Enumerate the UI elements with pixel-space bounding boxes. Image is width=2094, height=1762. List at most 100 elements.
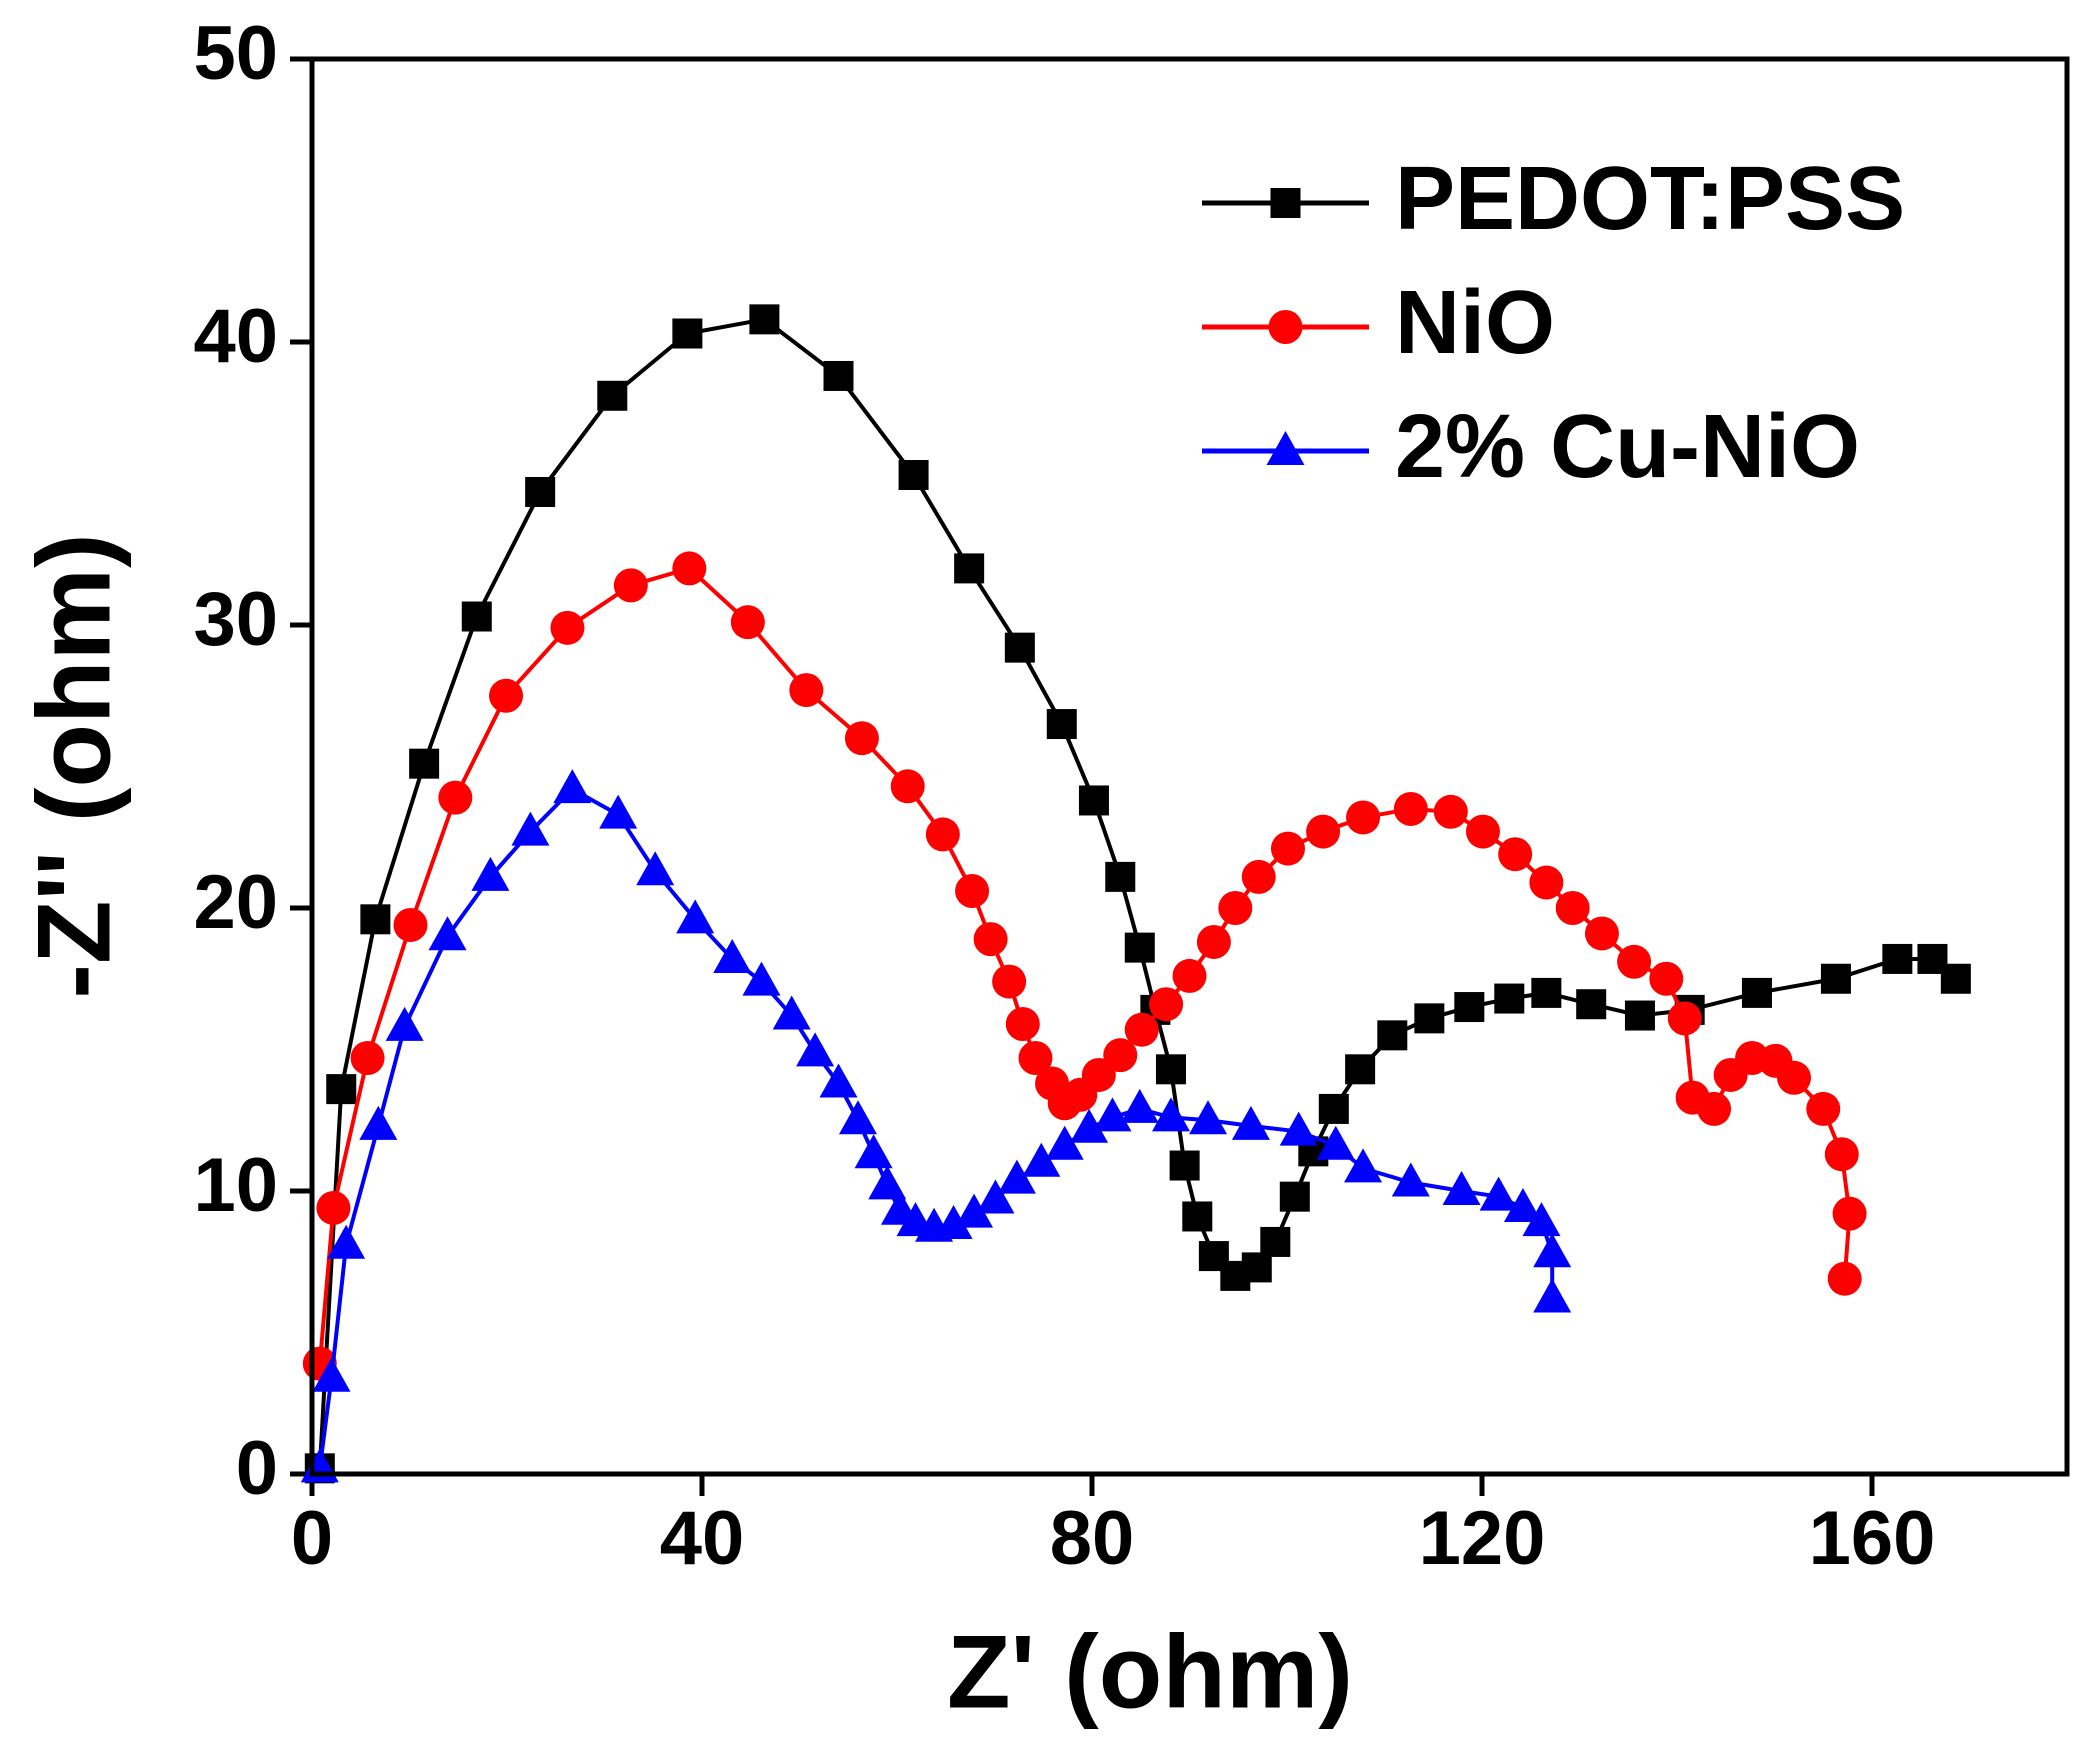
y-tick-label: 50 — [193, 11, 278, 96]
marker — [844, 721, 879, 756]
marker — [954, 553, 985, 584]
marker — [1777, 1060, 1811, 1095]
marker — [1151, 1097, 1190, 1132]
marker — [393, 907, 428, 942]
marker — [1070, 1108, 1109, 1143]
marker — [796, 1032, 835, 1067]
marker — [1344, 1148, 1383, 1183]
plot-frame — [309, 56, 2070, 1477]
marker — [1078, 785, 1109, 816]
legend-marker — [1268, 310, 1303, 344]
marker — [613, 568, 648, 603]
marker — [749, 304, 780, 335]
marker — [1231, 1105, 1270, 1140]
marker — [1149, 987, 1184, 1022]
marker — [1045, 1125, 1084, 1160]
x-tick-label: 0 — [291, 1496, 333, 1581]
marker — [730, 605, 765, 640]
marker — [672, 318, 703, 349]
marker — [1624, 1000, 1655, 1031]
marker — [1617, 944, 1652, 979]
marker — [599, 794, 638, 829]
marker — [471, 856, 510, 891]
marker — [316, 1190, 351, 1225]
marker — [385, 1006, 424, 1041]
marker — [1081, 1057, 1116, 1092]
marker — [1346, 800, 1381, 835]
marker — [1531, 977, 1562, 1008]
marker — [1584, 916, 1619, 951]
marker — [925, 817, 960, 852]
marker — [1697, 1091, 1732, 1126]
marker — [597, 380, 628, 411]
marker — [1503, 1187, 1542, 1222]
marker — [772, 995, 811, 1030]
marker — [1442, 1171, 1481, 1205]
legend-marker — [1266, 431, 1305, 465]
series-line — [317, 786, 1555, 1469]
marker — [1832, 1196, 1867, 1231]
marker — [1465, 814, 1500, 849]
y-tick-label: 10 — [193, 1143, 278, 1228]
marker — [409, 748, 440, 779]
marker — [1004, 632, 1035, 663]
marker — [1576, 989, 1607, 1020]
marker — [789, 673, 824, 708]
marker — [819, 1063, 858, 1098]
marker — [898, 460, 929, 491]
marker — [1393, 791, 1428, 826]
x-axis-label: Z' (ohm) — [947, 1614, 1353, 1730]
marker — [742, 961, 781, 996]
marker — [1533, 1233, 1572, 1268]
marker — [1120, 1088, 1159, 1123]
marker — [511, 811, 550, 846]
marker — [1316, 1125, 1355, 1160]
marker — [676, 899, 715, 934]
marker — [1533, 1278, 1572, 1313]
marker — [1824, 1137, 1859, 1172]
marker — [438, 780, 473, 815]
marker — [553, 769, 592, 804]
marker — [461, 601, 492, 632]
marker — [955, 1193, 994, 1228]
marker — [428, 916, 467, 951]
marker — [1260, 1226, 1291, 1257]
y-tick-label: 40 — [193, 294, 278, 379]
marker — [1377, 1020, 1408, 1051]
marker — [1241, 859, 1276, 894]
marker — [1649, 961, 1684, 996]
marker — [359, 1105, 398, 1140]
marker — [1306, 814, 1341, 849]
x-tick-label: 80 — [1050, 1496, 1135, 1581]
marker — [1169, 1150, 1200, 1181]
legend-text: NiO — [1395, 273, 1555, 373]
legend-marker — [1270, 188, 1301, 218]
marker — [1479, 1176, 1518, 1211]
legend-text: 2% Cu-NiO — [1395, 397, 1860, 497]
marker — [955, 874, 990, 909]
marker — [550, 610, 585, 645]
marker — [839, 1100, 877, 1135]
marker — [1882, 943, 1913, 974]
marker — [1433, 794, 1468, 829]
y-axis-label: -Z'' (ohm) — [16, 533, 132, 998]
marker — [1820, 963, 1851, 994]
marker — [312, 1357, 351, 1392]
marker — [1414, 1003, 1445, 1034]
marker — [360, 904, 391, 935]
marker — [973, 922, 1008, 957]
marker — [350, 1040, 385, 1075]
marker — [1105, 861, 1136, 892]
marker — [890, 769, 925, 804]
marker — [1270, 831, 1305, 866]
y-tick-label: 30 — [193, 577, 278, 662]
marker — [997, 1159, 1036, 1194]
x-tick-label: 120 — [1419, 1496, 1546, 1581]
marker — [1454, 992, 1485, 1023]
marker — [1279, 1111, 1318, 1146]
x-tick-label: 40 — [660, 1496, 745, 1581]
marker — [1189, 1100, 1228, 1135]
marker — [713, 938, 752, 973]
y-tick-label: 0 — [236, 1426, 278, 1511]
